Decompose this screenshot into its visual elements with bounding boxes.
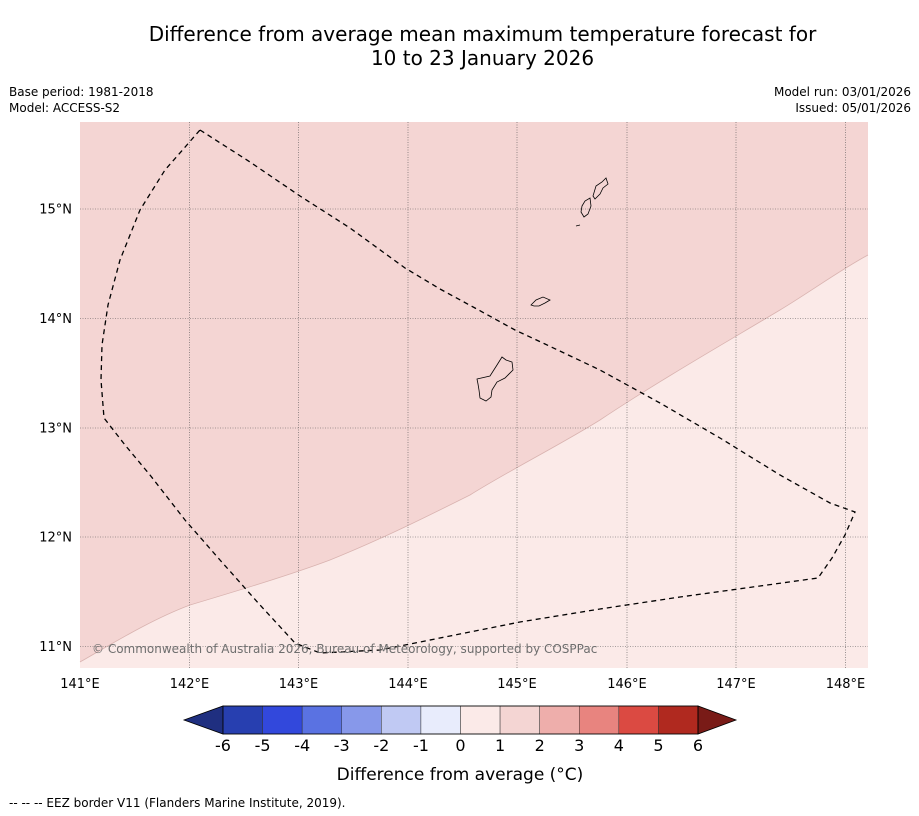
colorbar-tick-label: -2 bbox=[373, 736, 389, 755]
lon-label-145: 145°E bbox=[497, 677, 537, 692]
chart-title: Difference from average mean maximum tem… bbox=[60, 22, 905, 70]
island-aguijan bbox=[575, 224, 581, 227]
lon-label-146: 146°E bbox=[607, 677, 647, 692]
colorbar-title: Difference from average (°C) bbox=[337, 765, 584, 785]
colorbar: -6 -5 -4 -3 -2 -1 0 1 2 3 4 5 6 Difference from aver… bbox=[182, 705, 738, 785]
map-area: © Commonwealth of Australia 2026, Bureau… bbox=[79, 122, 869, 668]
colorbar-cell bbox=[381, 705, 422, 735]
colorbar-cell bbox=[341, 705, 382, 735]
colorbar-cell bbox=[301, 705, 342, 735]
colorbar-cell bbox=[618, 705, 659, 735]
island-rota bbox=[530, 296, 551, 307]
colorbar-tick-label: -5 bbox=[255, 736, 271, 755]
lat-labels: 15°N 14°N 13°N 12°N 11°N bbox=[39, 203, 72, 656]
colorbar-tick-label: 4 bbox=[614, 736, 624, 755]
island-tinian bbox=[580, 197, 592, 218]
colorbar-cell bbox=[579, 705, 620, 735]
colorbar-tick-label: 6 bbox=[693, 736, 703, 755]
model-name: Model: ACCESS-S2 bbox=[9, 101, 121, 115]
colorbar-tick-label: 2 bbox=[535, 736, 545, 755]
issued-date: Issued: 05/01/2026 bbox=[795, 101, 911, 115]
colorbar-cell bbox=[460, 705, 501, 735]
lon-label-143: 143°E bbox=[279, 677, 319, 692]
lon-label-148: 148°E bbox=[826, 677, 866, 692]
lon-label-141: 141°E bbox=[60, 677, 100, 692]
copyright-notice: © Commonwealth of Australia 2026, Bureau… bbox=[92, 642, 597, 656]
islands bbox=[476, 177, 609, 402]
meta-left: Base period: 1981-2018 Model: ACCESS-S2 bbox=[9, 84, 154, 116]
colorbar-extend-low bbox=[182, 705, 224, 735]
lat-label-14: 14°N bbox=[39, 312, 72, 327]
lon-label-142: 142°E bbox=[170, 677, 210, 692]
model-run: Model run: 03/01/2026 bbox=[773, 85, 911, 99]
colorbar-cell bbox=[262, 705, 303, 735]
gridlines bbox=[80, 122, 868, 668]
band-boundary bbox=[79, 254, 869, 663]
colorbar-cell bbox=[499, 705, 540, 735]
colorbar-tick-label: -4 bbox=[294, 736, 310, 755]
island-guam bbox=[476, 356, 514, 402]
colorbar-tick-label: 3 bbox=[574, 736, 584, 755]
lat-label-13: 13°N bbox=[39, 422, 72, 437]
colorbar-tick-label: -6 bbox=[215, 736, 231, 755]
eez-border bbox=[100, 129, 856, 654]
colorbar-tick-label: 1 bbox=[495, 736, 505, 755]
base-period: Base period: 1981-2018 bbox=[9, 85, 154, 99]
lon-label-144: 144°E bbox=[388, 677, 428, 692]
lat-label-15: 15°N bbox=[39, 203, 72, 218]
colorbar-tick-label: -3 bbox=[334, 736, 350, 755]
colorbar-cell bbox=[222, 705, 263, 735]
colorbar-cell bbox=[658, 705, 699, 735]
lat-label-12: 12°N bbox=[39, 531, 72, 546]
band-1-to-2 bbox=[80, 122, 868, 662]
title-line-1: Difference from average mean maximum tem… bbox=[148, 22, 817, 46]
colorbar-tick-label: -1 bbox=[413, 736, 429, 755]
colorbar-tick-label: 5 bbox=[653, 736, 663, 755]
title-line-2: 10 to 23 January 2026 bbox=[370, 46, 595, 70]
meta-right: Model run: 03/01/2026 Issued: 05/01/2026 bbox=[774, 84, 911, 116]
lon-labels: 141°E 142°E 143°E 144°E 145°E 146°E 147°… bbox=[60, 677, 865, 692]
colorbar-cell bbox=[539, 705, 580, 735]
colorbar-frame bbox=[222, 705, 699, 735]
lat-label-11: 11°N bbox=[39, 640, 72, 655]
colorbar-extend-high bbox=[697, 705, 738, 735]
footer-note: -- -- -- EEZ border V11 (Flanders Marine… bbox=[9, 796, 346, 810]
lon-label-147: 147°E bbox=[716, 677, 756, 692]
island-saipan bbox=[592, 177, 609, 200]
colorbar-cell bbox=[420, 705, 461, 735]
colorbar-tick-label: 0 bbox=[455, 736, 465, 755]
